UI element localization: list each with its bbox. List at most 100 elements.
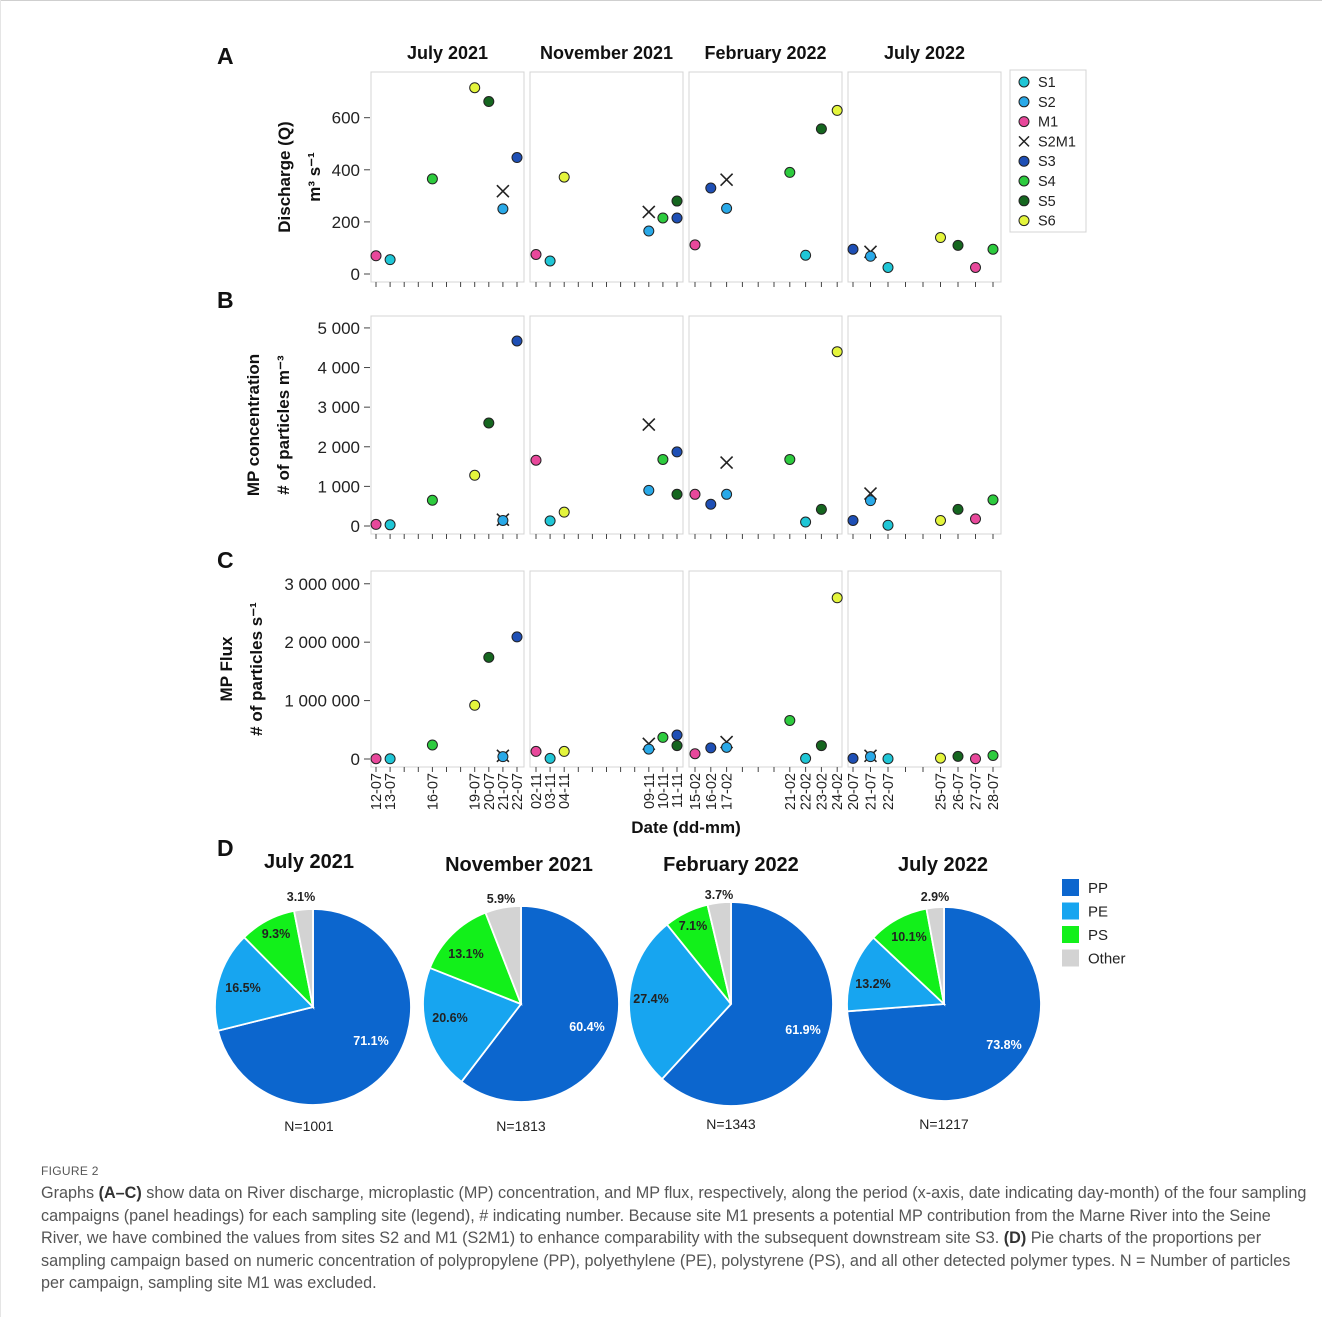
data-point-s5 bbox=[671, 195, 683, 207]
data-point-s3 bbox=[671, 446, 683, 458]
data-point-s2m1 bbox=[720, 456, 734, 470]
x-tick-label: 25-07 bbox=[934, 773, 950, 810]
x-tick-label: 21-07 bbox=[496, 773, 512, 810]
caption-bold: (D) bbox=[1003, 1229, 1027, 1247]
pie-slice-pe bbox=[846, 936, 947, 1013]
pie-slice-label: 2.9% bbox=[921, 890, 950, 904]
facet-frame bbox=[847, 71, 1002, 283]
data-point-s3 bbox=[511, 152, 523, 164]
legend-swatch bbox=[1062, 902, 1079, 920]
pie-chart: July 2021 71.1% 16.5% 9.3% 3.1% N=1001 bbox=[214, 851, 412, 1134]
data-point-s1 bbox=[800, 752, 812, 764]
x-tick-label: 20-07 bbox=[846, 773, 862, 810]
facet-frame bbox=[847, 570, 1002, 768]
data-point-s1 bbox=[800, 249, 812, 261]
legend-swatch bbox=[1018, 215, 1030, 227]
x-tick-label: 21-02 bbox=[783, 773, 799, 810]
pie-slice-pe bbox=[214, 935, 315, 1032]
legend-label: S2 bbox=[1038, 95, 1056, 111]
data-point-s1 bbox=[882, 261, 894, 273]
top-rule bbox=[0, 0, 1322, 1]
campaign-header: July 2022 bbox=[884, 43, 965, 63]
data-point-s6 bbox=[469, 469, 481, 481]
pie-slice-label: 13.2% bbox=[855, 977, 890, 991]
data-point-s5 bbox=[815, 503, 827, 515]
x-tick-label: 09-11 bbox=[642, 773, 658, 809]
cross-stroke bbox=[642, 205, 656, 219]
facet-frame bbox=[370, 315, 525, 535]
x-tick-label: 24-02 bbox=[830, 773, 846, 810]
pie-slice-label: 71.1% bbox=[353, 1034, 388, 1048]
data-point-s5 bbox=[671, 488, 683, 500]
data-point-m1 bbox=[689, 488, 701, 500]
data-point-s3 bbox=[847, 243, 859, 255]
legend-swatch bbox=[1018, 195, 1030, 207]
data-point-s2 bbox=[865, 250, 876, 262]
x-tick-label: 22-07 bbox=[510, 773, 526, 810]
legend-label: M1 bbox=[1038, 115, 1058, 131]
y-tick-label: 400 bbox=[332, 161, 360, 180]
facet-frame bbox=[529, 315, 684, 535]
x-axis-label: Date (dd-mm) bbox=[631, 818, 741, 837]
facet-frame bbox=[688, 71, 843, 283]
data-point-m1 bbox=[689, 239, 701, 251]
campaign-header: November 2021 bbox=[540, 43, 673, 63]
data-point-s2m1 bbox=[496, 184, 510, 198]
y-tick-label: 3 000 bbox=[317, 398, 360, 417]
x-tick-label: 04-11 bbox=[557, 773, 573, 809]
x-tick-label: 21-07 bbox=[864, 773, 880, 810]
pie-n-label: N=1343 bbox=[706, 1116, 756, 1132]
legend-label: S5 bbox=[1038, 194, 1056, 210]
legend-cross bbox=[1018, 135, 1030, 147]
data-point-s4 bbox=[987, 494, 999, 506]
data-point-s4 bbox=[784, 453, 796, 465]
y-axis-label: m³ s⁻¹ bbox=[305, 152, 324, 202]
figure-2: A B C D July 2021 November 2021 February 2022 J… bbox=[214, 43, 1126, 1134]
data-point-m1 bbox=[370, 518, 382, 530]
data-point-s3 bbox=[511, 335, 523, 347]
data-point-m1 bbox=[370, 250, 382, 262]
cross-stroke bbox=[720, 173, 734, 187]
data-point-s5 bbox=[483, 96, 495, 108]
pie-title: February 2022 bbox=[663, 854, 799, 876]
legend-label: S6 bbox=[1038, 214, 1056, 230]
x-tick-label: 16-07 bbox=[425, 773, 441, 810]
y-tick-label: 0 bbox=[351, 750, 360, 769]
cross-stroke bbox=[720, 456, 734, 470]
y-axis-label: # of particles s⁻¹ bbox=[247, 602, 266, 736]
data-point-s4 bbox=[784, 166, 796, 178]
data-point-s2 bbox=[497, 203, 509, 215]
y-tick-label: 4 000 bbox=[317, 359, 360, 378]
caption-segment: Pie charts of the proportions per sampli… bbox=[41, 1229, 1291, 1292]
data-point-s1 bbox=[384, 254, 396, 266]
data-point-s5 bbox=[952, 503, 964, 515]
data-point-m1 bbox=[530, 248, 542, 260]
y-tick-label: 2 000 bbox=[317, 438, 360, 457]
data-point-m1 bbox=[970, 261, 981, 273]
legend-swatch bbox=[1018, 155, 1030, 167]
pie-slice-label: 27.4% bbox=[633, 992, 668, 1006]
pie-slice-pe bbox=[628, 923, 733, 1081]
data-point-s1 bbox=[384, 753, 396, 765]
data-point-s3 bbox=[847, 514, 859, 526]
data-point-s4 bbox=[987, 749, 999, 761]
caption-text: Graphs (A–C) show data on River discharg… bbox=[41, 1182, 1316, 1295]
y-axis-label: MP Flux bbox=[217, 636, 236, 701]
data-point-m1 bbox=[370, 753, 382, 765]
pie-slice-label: 7.1% bbox=[679, 919, 708, 933]
facet-frame bbox=[688, 315, 843, 535]
data-point-s2 bbox=[865, 495, 876, 507]
pie-slice-label: 73.8% bbox=[986, 1038, 1021, 1052]
y-axis-label: Discharge (Q) bbox=[275, 121, 294, 232]
y-tick-label: 600 bbox=[332, 109, 360, 128]
facet-frame bbox=[529, 71, 684, 283]
data-point-s6 bbox=[469, 699, 481, 711]
data-point-s2m1 bbox=[720, 173, 734, 187]
caption-segment: Graphs bbox=[41, 1184, 99, 1202]
pie-slice-label: 3.1% bbox=[287, 890, 316, 904]
y-tick-label: 3 000 000 bbox=[284, 575, 360, 594]
y-tick-label: 2 000 000 bbox=[284, 633, 360, 652]
legend-label: S4 bbox=[1038, 174, 1056, 190]
pie-slice-label: 10.1% bbox=[891, 930, 926, 944]
data-point-s3 bbox=[705, 182, 717, 194]
